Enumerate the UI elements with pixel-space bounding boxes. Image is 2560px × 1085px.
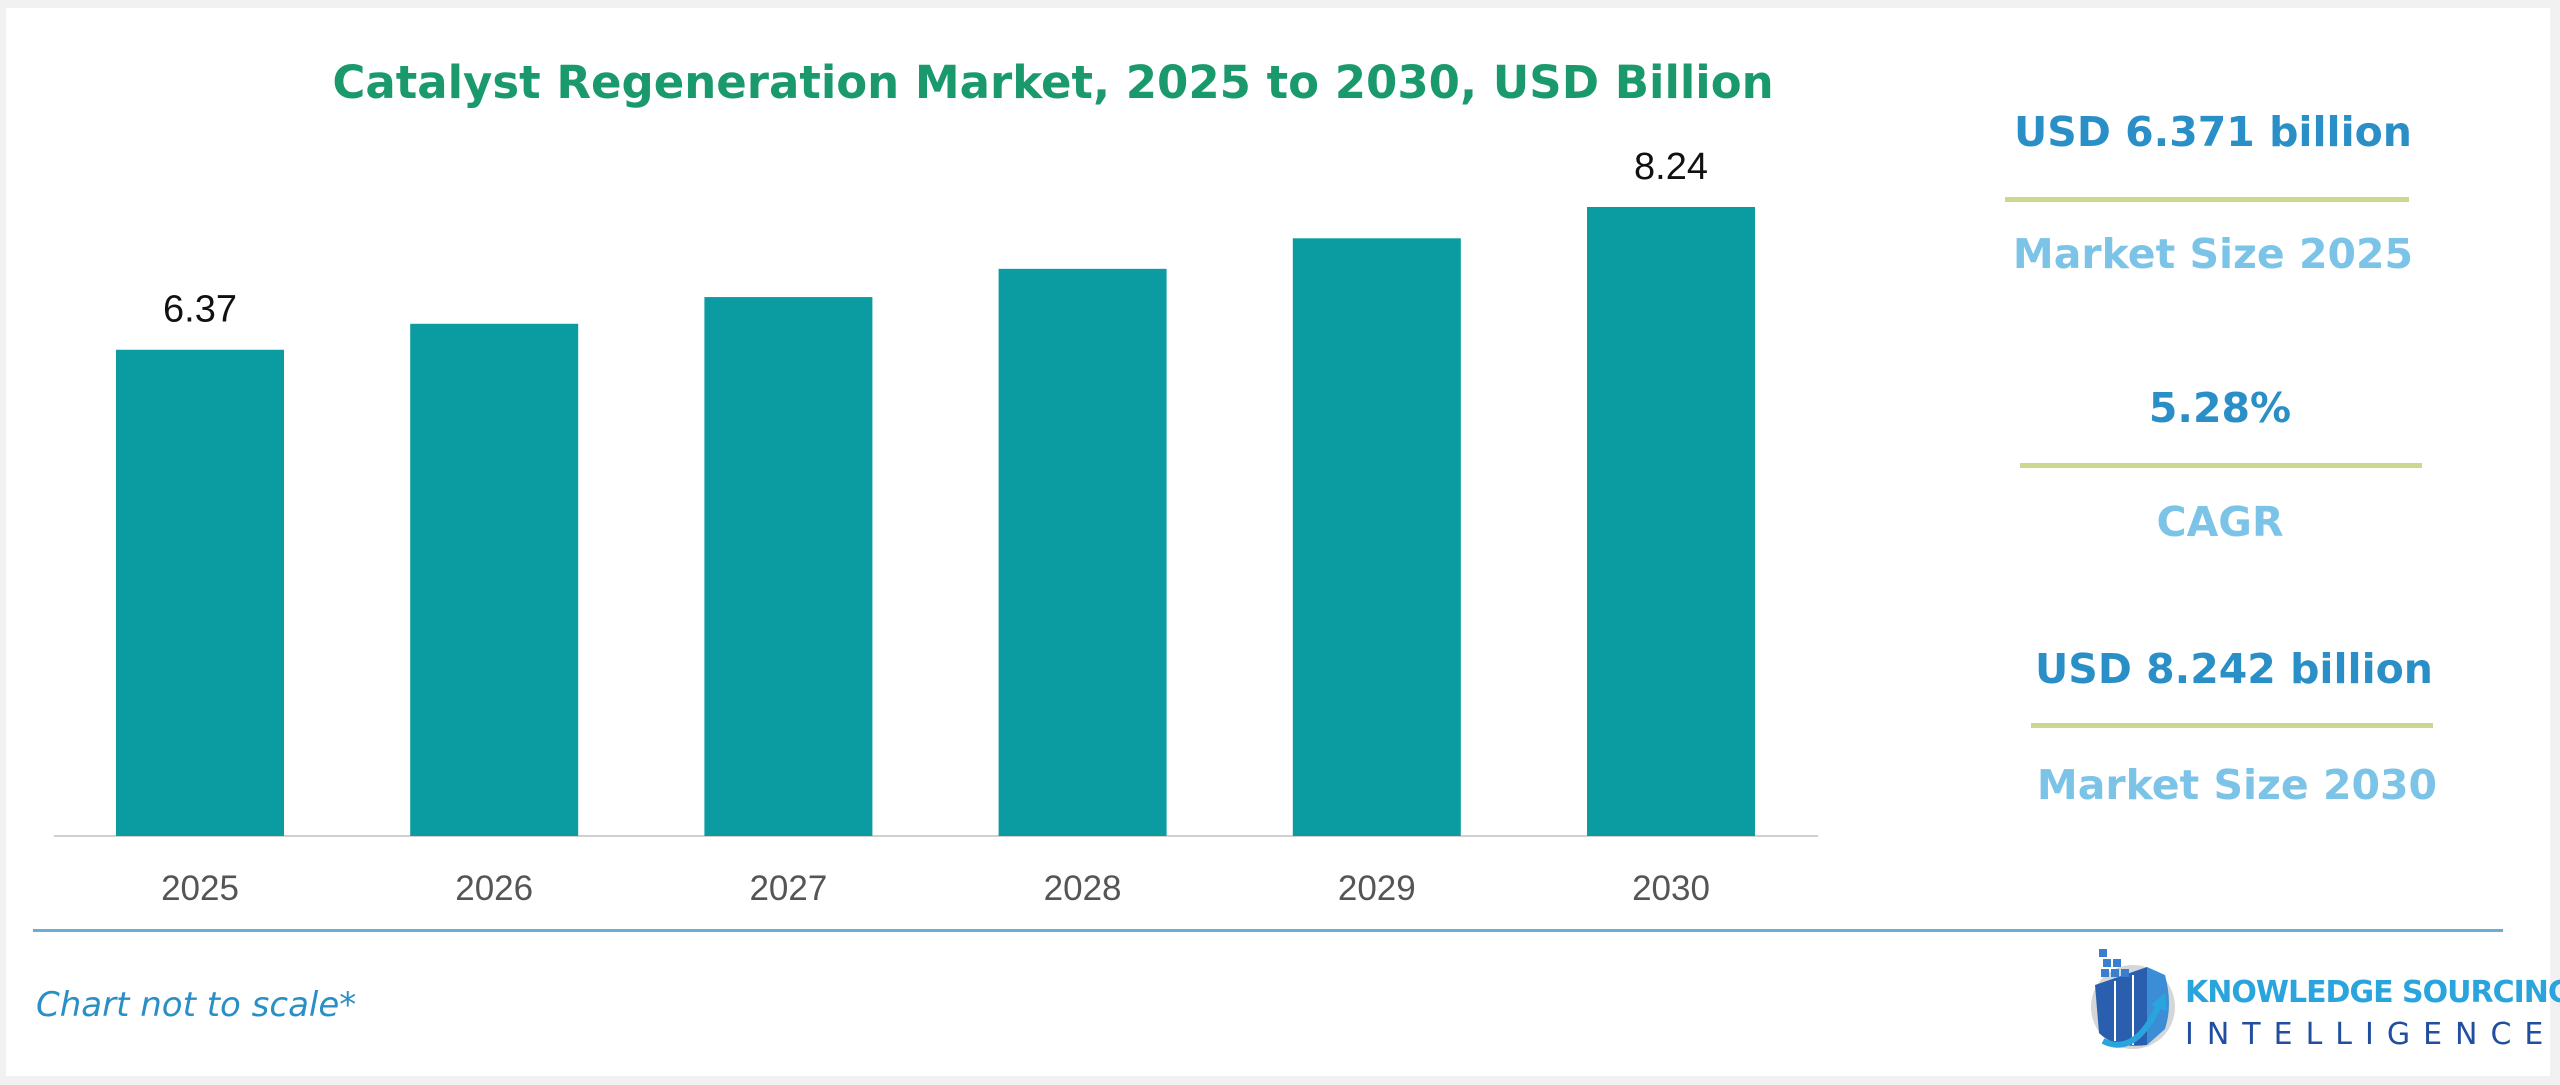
market-size-2030-label: Market Size 2030: [2036, 761, 2438, 809]
separator: [2031, 723, 2433, 728]
chart-title: Catalyst Regeneration Market, 2025 to 20…: [332, 56, 1774, 109]
cagr-label: CAGR: [2156, 498, 2284, 546]
cagr-value: 5.28%: [2148, 384, 2292, 432]
market-size-2025-label: Market Size 2025: [2012, 230, 2414, 278]
chart-note: Chart not to scale*: [36, 985, 357, 1025]
x-tick-label: 2030: [1632, 869, 1710, 908]
footer-divider: [33, 929, 2503, 932]
x-tick-label: 2029: [1338, 869, 1416, 908]
x-tick-label: 2026: [455, 869, 533, 908]
company-logo: KNOWLEDGE SOURCING INTELLIGENCE: [2085, 945, 2560, 1059]
logo-text-line1: KNOWLEDGE SOURCING: [2185, 975, 2560, 1010]
bar-2029: [1292, 238, 1461, 836]
market-size-2025-value: USD 6.371 billion: [2013, 108, 2413, 156]
bar-2028: [998, 268, 1167, 836]
x-tick-label: 2028: [1044, 869, 1122, 908]
bar-2025: [116, 349, 284, 836]
x-tick-label: 2027: [749, 869, 827, 908]
separator: [2005, 197, 2409, 202]
logo-text-line2: INTELLIGENCE: [2185, 1017, 2557, 1052]
data-label-2030: 8.24: [1634, 146, 1708, 188]
logo-emblem-icon: [2091, 949, 2175, 1049]
data-label-2025: 6.37: [163, 289, 237, 331]
x-tick-label: 2025: [161, 869, 239, 908]
bar-2026: [410, 323, 579, 836]
separator: [2020, 463, 2422, 468]
bar-2030: [1587, 207, 1755, 836]
bar-2027: [704, 297, 873, 836]
market-size-2030-value: USD 8.242 billion: [2034, 645, 2434, 693]
